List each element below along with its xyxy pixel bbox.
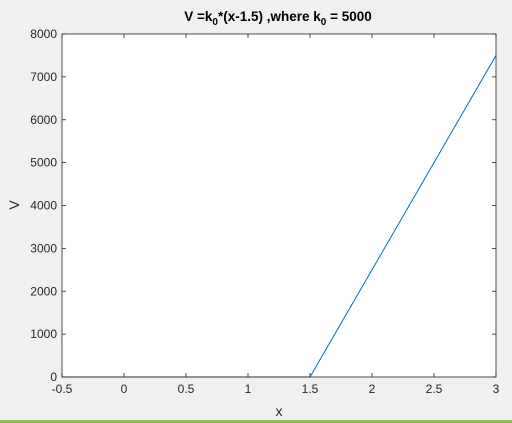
- x-tick-label: 1.5: [302, 382, 319, 396]
- y-tick-label: 2000: [30, 284, 57, 298]
- y-tick-label: 3000: [30, 241, 57, 255]
- x-tick-label: 0: [121, 382, 128, 396]
- window-bottom-border: [0, 420, 512, 423]
- chart-title: V =k0*(x-1.5) ,where k0 = 5000: [184, 9, 372, 28]
- x-tick-label: 2.5: [426, 382, 443, 396]
- y-tick-label: 6000: [30, 113, 57, 127]
- y-tick-label: 5000: [30, 156, 57, 170]
- y-axis-label: V: [6, 200, 22, 210]
- y-tick-label: 1000: [30, 327, 57, 341]
- y-tick-label: 0: [50, 370, 57, 384]
- y-tick-label: 7000: [30, 70, 57, 84]
- plot-area: [62, 34, 496, 377]
- x-tick-label: 3: [493, 382, 500, 396]
- y-ticks: 0 1000 2000 3000 4000 5000 6000 7000 8000: [30, 27, 496, 384]
- y-tick-label: 4000: [30, 199, 57, 213]
- x-tick-label: 2: [369, 382, 376, 396]
- x-tick-label: -0.5: [52, 382, 73, 396]
- x-tick-label: 0.5: [178, 382, 195, 396]
- x-axis-label: x: [276, 403, 283, 419]
- x-tick-label: 1: [245, 382, 252, 396]
- y-tick-label: 8000: [30, 27, 57, 41]
- x-ticks: -0.5 0 0.5 1 1.5 2 2.5 3: [52, 34, 500, 396]
